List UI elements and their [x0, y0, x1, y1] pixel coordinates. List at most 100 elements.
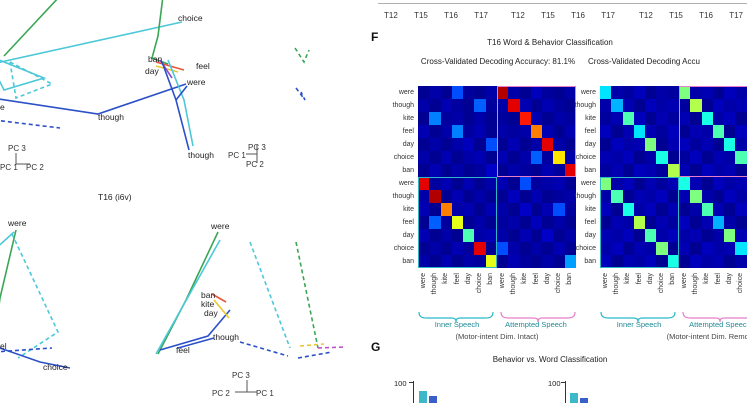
trajectory-line	[155, 239, 221, 355]
heatmap-cell	[667, 177, 680, 191]
heatmap-cell	[485, 203, 498, 217]
heatmap-cell	[645, 164, 657, 178]
heatmap-cell	[564, 216, 576, 230]
heatmap-cell	[429, 203, 442, 217]
heatmap-cell	[656, 164, 669, 178]
heatmap-cell	[724, 112, 736, 126]
heatmap-cell	[701, 151, 714, 165]
heatmap-cell	[485, 177, 498, 191]
heatmap-col-label: kite	[442, 273, 450, 284]
heatmap-cell	[553, 138, 566, 152]
heatmap-cell	[645, 125, 657, 139]
heatmap-cell	[418, 112, 430, 126]
heatmap-cell	[530, 190, 543, 204]
trajectory-line	[295, 241, 319, 349]
heatmap-row-label: were	[580, 180, 596, 187]
heatmap-cell	[564, 86, 576, 100]
word-label: though	[98, 112, 124, 122]
confusion-matrix-motor-intent-removed	[600, 86, 747, 268]
heatmap-cell	[440, 242, 453, 256]
heatmap-cell	[600, 190, 612, 204]
heatmap-cell	[485, 255, 498, 268]
heatmap-cell	[735, 138, 747, 152]
heatmap-cell	[519, 151, 532, 165]
heatmap-cell	[600, 151, 612, 165]
heatmap-cell	[440, 99, 453, 113]
heatmap-cell	[724, 255, 736, 268]
heatmap-cell	[542, 190, 554, 204]
heatmap-cell	[474, 138, 487, 152]
heatmap-cell	[622, 138, 635, 152]
heatmap-cell	[463, 164, 475, 178]
heatmap-cell	[553, 216, 566, 230]
attempted-speech-label: Attempted Speech	[505, 320, 567, 329]
heatmap-col-label: were	[419, 273, 427, 289]
heatmap-cell	[418, 242, 430, 256]
heatmap-cell	[474, 190, 487, 204]
heatmap-cell	[712, 229, 725, 243]
trajectory-line	[3, 0, 58, 57]
heatmap-cell	[701, 86, 714, 100]
heatmap-cell	[485, 242, 498, 256]
heatmap-row-label: kite	[585, 115, 596, 122]
heatmap-cell	[451, 112, 464, 126]
word-label: day	[145, 66, 159, 76]
heatmap-cell	[440, 125, 453, 139]
heatmap-row-label: ban	[584, 258, 596, 265]
heatmap-cell	[735, 125, 747, 139]
heatmap-row-label: feel	[402, 219, 414, 226]
heatmap-cell	[553, 99, 566, 113]
heatmap-cell	[519, 125, 532, 139]
heatmap-col-label: feel	[532, 273, 540, 285]
heatmap-cell	[429, 177, 442, 191]
heatmap-cell	[440, 164, 453, 178]
heatmap-cell	[429, 190, 442, 204]
heatmap-cell	[679, 190, 691, 204]
heatmap-cell	[497, 229, 509, 243]
heatmap-cell	[519, 216, 532, 230]
heatmap-cell	[553, 151, 566, 165]
heatmap-cell	[463, 229, 475, 243]
heatmap-cell	[701, 242, 714, 256]
heatmap-cell	[485, 164, 498, 178]
inner-speech-label: Inner Speech	[616, 320, 662, 329]
tick-label: T15	[669, 11, 683, 20]
heatmap-cell	[418, 177, 430, 191]
heatmap-cell	[429, 255, 442, 268]
word-label: were	[210, 221, 230, 231]
panel-e-axis-line	[378, 3, 747, 4]
heatmap-cell	[611, 112, 624, 126]
heatmap-cell	[451, 190, 464, 204]
trajectory-line	[0, 229, 17, 304]
heatmap-cell	[485, 229, 498, 243]
heatmap-cell	[542, 164, 554, 178]
heatmap-cell	[600, 255, 612, 268]
heatmap-cell	[429, 138, 442, 152]
heatmap-cell	[451, 99, 464, 113]
heatmap-col-label: ban	[566, 273, 574, 285]
heatmap-cell	[735, 99, 747, 113]
heatmap-cell	[440, 112, 453, 126]
heatmap-cell	[611, 216, 624, 230]
heatmap-cell	[508, 190, 521, 204]
heatmap-cell	[645, 138, 657, 152]
heatmap-cell	[679, 216, 691, 230]
panel-e-tick-group: T12 T15 T16 T17	[639, 11, 743, 20]
heatmap-cell	[542, 203, 554, 217]
heatmap-cell	[451, 86, 464, 100]
heatmap-cell	[724, 177, 736, 191]
word-label: ban	[201, 290, 215, 300]
inner-speech-label: Inner Speech	[434, 320, 480, 329]
trajectory-line	[0, 83, 187, 115]
heatmap-cell	[429, 86, 442, 100]
heatmap-cell	[645, 242, 657, 256]
heatmap-row-label: choice	[393, 245, 414, 252]
pc-axis-label: PC 1	[228, 151, 246, 160]
heatmap-cell	[735, 177, 747, 191]
heatmap-cell	[622, 164, 635, 178]
tick-label: T16	[444, 11, 458, 20]
heatmap-cell	[679, 112, 691, 126]
heatmap-cell	[542, 229, 554, 243]
heatmap-cell	[451, 177, 464, 191]
heatmap-cell	[542, 86, 554, 100]
